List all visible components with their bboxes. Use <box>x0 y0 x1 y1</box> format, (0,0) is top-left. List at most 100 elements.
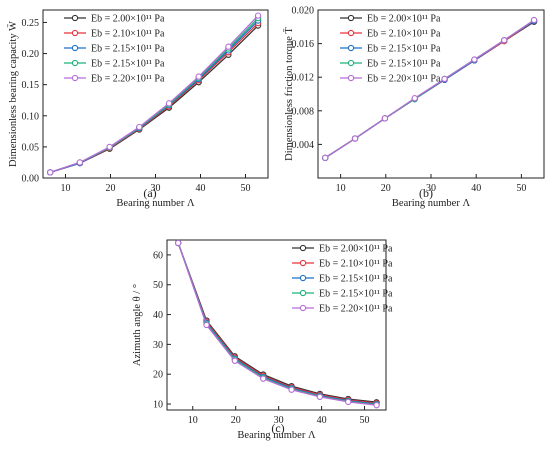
data-point <box>225 43 232 50</box>
y-tick-label: 40 <box>153 310 163 321</box>
legend-marker <box>299 274 307 282</box>
legend: Eb = 2.00×10¹¹ Pa Eb = 2.10×10¹¹ Pa Eb = 2… <box>292 244 393 315</box>
legend-marker <box>299 304 307 312</box>
legend-label: Eb = 2.15×10¹¹ Pa <box>367 59 441 70</box>
y-tick-label: 0.008 <box>292 106 315 117</box>
y-tick-label: 0.004 <box>292 140 315 151</box>
legend: Eb = 2.00×10¹¹ Pa Eb = 2.10×10¹¹ Pa Eb = 2… <box>340 14 441 85</box>
panel-caption: (a) <box>143 186 156 200</box>
data-point <box>351 135 359 142</box>
x-tick-label: 40 <box>196 183 206 194</box>
legend-label: Eb = 2.00×10¹¹ Pa <box>367 14 441 25</box>
legend-marker <box>347 74 355 82</box>
data-point <box>373 402 380 409</box>
data-point <box>260 375 267 382</box>
legend-marker <box>347 44 355 52</box>
legend-label: Eb = 2.15×10¹¹ Pa <box>319 289 393 300</box>
legend-label: Eb = 2.00×10¹¹ Pa <box>319 244 393 255</box>
data-point <box>501 37 508 44</box>
x-tick-label: 50 <box>516 183 526 194</box>
x-tick-label: 50 <box>241 183 251 194</box>
data-point <box>195 73 202 80</box>
data-point <box>47 169 54 176</box>
legend-marker <box>299 244 307 252</box>
y-tick-label: 0.20 <box>22 49 40 60</box>
x-tick-label: 40 <box>471 183 481 194</box>
data-point <box>441 75 448 83</box>
legend-marker <box>347 29 355 37</box>
data-point <box>322 154 329 161</box>
y-tick-label: 0.25 <box>22 18 40 29</box>
x-tick-label: 30 <box>426 183 436 194</box>
y-tick-label: 50 <box>153 280 163 291</box>
series-line <box>177 242 377 403</box>
y-tick-label: 60 <box>153 250 163 261</box>
y-tick-label: 20 <box>153 370 163 381</box>
series-line <box>49 17 259 174</box>
x-tick-label: 50 <box>360 415 370 426</box>
data-point <box>471 56 478 63</box>
chart-panel-2: 10 20 30 40 50 0.004 0.008 0.012 0.016 0.020 Beari… <box>283 6 545 209</box>
x-tick-label: 20 <box>106 183 116 194</box>
y-tick-label: 0.020 <box>292 6 315 17</box>
legend-label: Eb = 2.15×10¹¹ Pa <box>91 44 165 55</box>
data-point <box>254 12 262 19</box>
panel-caption: (b) <box>419 186 433 200</box>
x-tick-label: 10 <box>61 183 71 194</box>
x-tick-label: 10 <box>188 415 198 426</box>
x-tick-label: 10 <box>336 183 346 194</box>
data-point <box>175 239 182 247</box>
legend-label: Eb = 2.15×10¹¹ Pa <box>91 59 165 70</box>
data-point <box>381 115 389 122</box>
data-point <box>411 95 418 102</box>
y-tick-label: 0.00 <box>22 174 40 185</box>
x-axis-label: Bearing number Λ <box>392 198 471 209</box>
x-tick-label: 30 <box>274 415 284 426</box>
x-axis-label: Bearing number Λ <box>237 430 316 441</box>
x-tick-label: 30 <box>151 183 161 194</box>
legend-marker <box>71 74 79 82</box>
panel-caption: (c) <box>271 421 284 435</box>
y-tick-label: 0.05 <box>22 142 40 153</box>
legend-marker <box>347 59 355 67</box>
legend-label: Eb = 2.10×10¹¹ Pa <box>91 29 165 40</box>
y-tick-label: 0.016 <box>292 39 315 50</box>
legend-label: Eb = 2.00×10¹¹ Pa <box>91 14 165 25</box>
plot-frame <box>166 239 387 411</box>
data-point <box>203 321 210 329</box>
x-tick-label: 20 <box>231 415 241 426</box>
data-point <box>530 16 538 24</box>
y-axis-label: Azimuth angle θ / ° <box>132 284 143 366</box>
legend-label: Eb = 2.10×10¹¹ Pa <box>319 259 393 270</box>
y-axis-label: Dimensionless bearing capacity W̄ <box>7 21 19 167</box>
legend-marker <box>71 29 79 37</box>
series-line <box>324 19 535 159</box>
legend-marker <box>299 289 307 297</box>
series-line <box>177 242 377 406</box>
legend-label: Eb = 2.15×10¹¹ Pa <box>367 44 441 55</box>
data-point <box>316 393 324 401</box>
y-tick-label: 0.15 <box>22 80 40 91</box>
legend-label: Eb = 2.15×10¹¹ Pa <box>319 274 393 285</box>
legend-marker <box>347 14 355 22</box>
legend-marker <box>71 44 79 52</box>
legend-marker <box>71 14 79 22</box>
data-point <box>76 159 84 166</box>
y-tick-label: 0.10 <box>22 111 40 122</box>
legend-label: Eb = 2.20×10¹¹ Pa <box>91 74 165 85</box>
chart-panel-1: 10 20 30 40 50 0.00 0.05 0.10 0.15 0.20 0.25 Bearin… <box>7 9 269 209</box>
data-point <box>136 123 143 131</box>
legend-label: Eb = 2.20×10¹¹ Pa <box>367 74 441 85</box>
legend-label: Eb = 2.20×10¹¹ Pa <box>319 304 393 315</box>
data-point <box>345 398 352 406</box>
chart-panel-3: 10 20 30 40 50 10 20 30 40 50 60 Bearing number Λ Az… <box>132 239 393 441</box>
y-tick-label: 30 <box>153 340 163 351</box>
data-point <box>165 100 173 107</box>
legend-marker <box>71 59 79 67</box>
data-point <box>231 357 238 364</box>
data-point <box>288 386 295 393</box>
y-axis-label: Dimensionless friction torque T̄ <box>283 27 295 161</box>
y-tick-label: 10 <box>153 400 163 411</box>
x-tick-label: 20 <box>381 183 391 194</box>
